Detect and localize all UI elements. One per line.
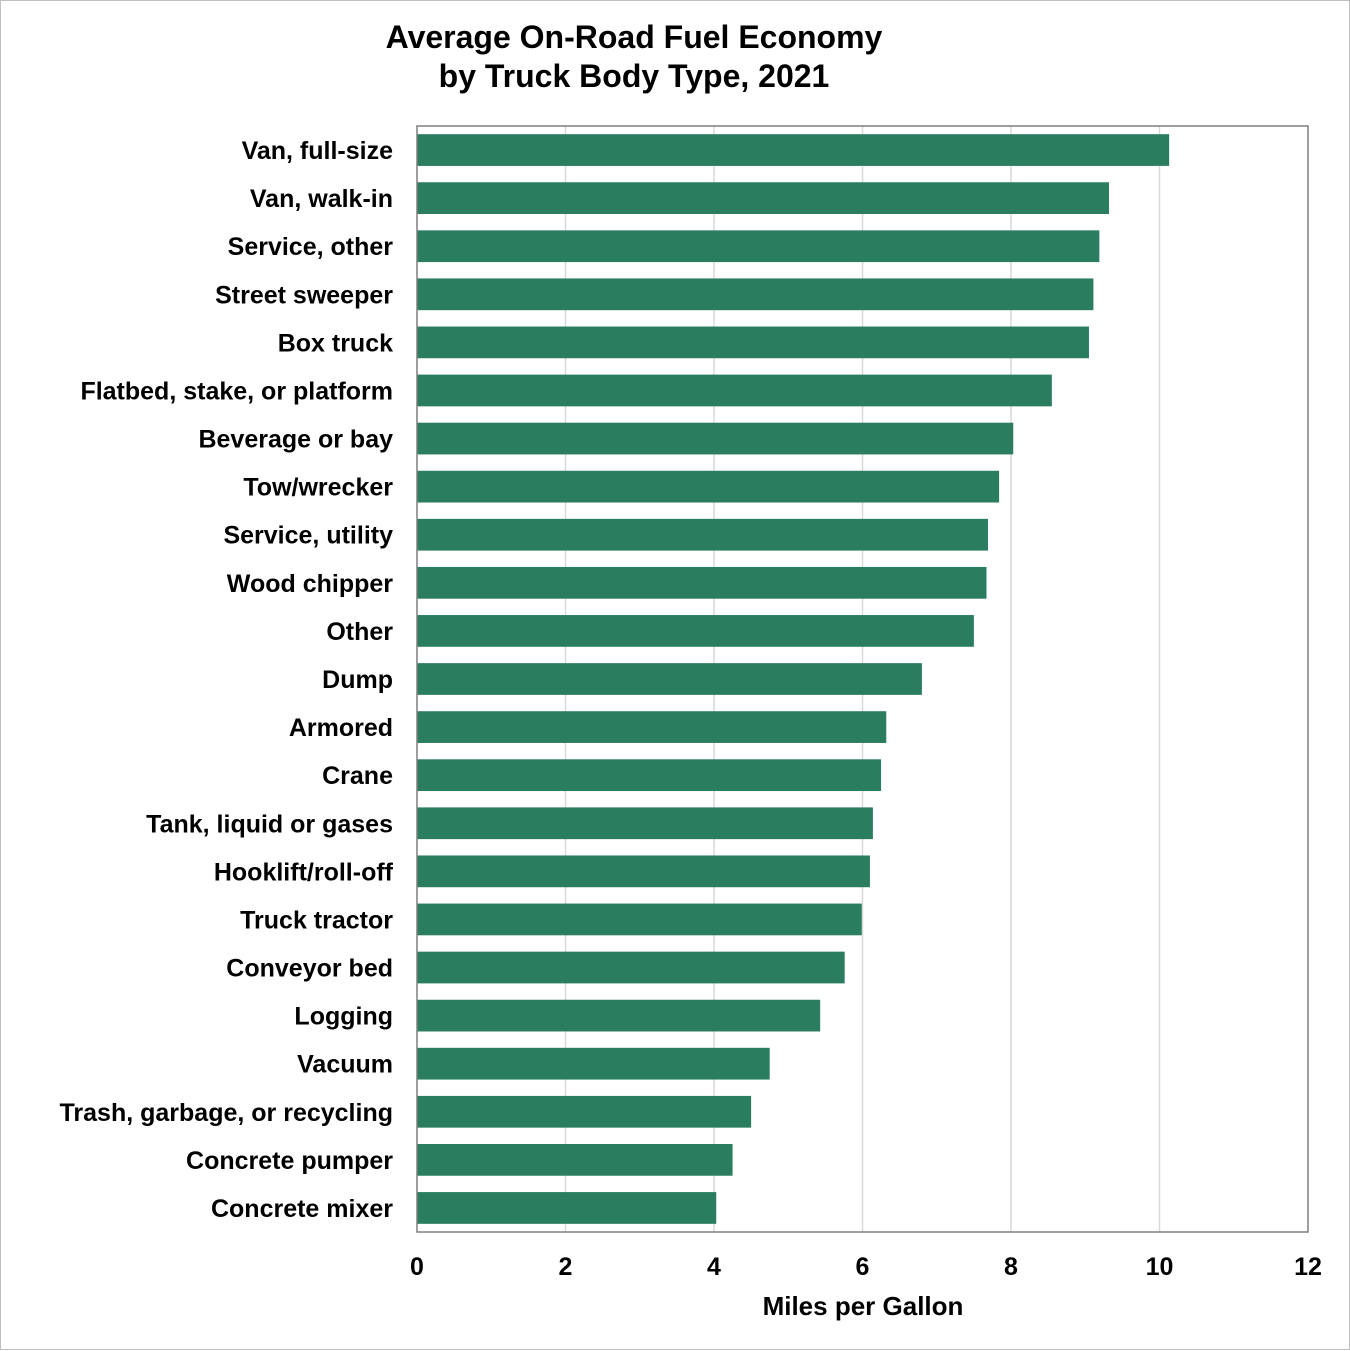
category-labels: Van, full-size Van, walk-in Service, other… [60,137,394,1223]
x-tick-label: 0 [410,1253,424,1281]
bar-16 [417,903,862,936]
bar-9 [417,566,987,599]
plot-area-border [416,125,1309,1233]
bar-20 [417,1095,752,1128]
bar-21 [417,1144,733,1176]
category-label: Conveyor bed [226,955,393,983]
category-label: Service, other [228,233,394,261]
category-label: Box truck [278,329,393,357]
category-label: Crane [322,762,393,790]
category-label: Flatbed, stake, or platform [80,377,393,405]
bar-13 [417,759,882,792]
category-label: Vacuum [297,1051,393,1079]
bar-6 [417,422,1014,455]
bar-4 [417,326,1089,359]
chart-title-line-2: by Truck Body Type, 2021 [439,58,830,94]
category-label: Van, full-size [242,137,394,165]
bar-15 [417,855,870,888]
x-tick-label: 12 [1294,1253,1322,1281]
bar-10 [417,615,974,647]
bar-5 [417,374,1052,407]
category-label: Dump [322,666,393,694]
bar-19 [417,1047,770,1080]
category-label: Armored [289,714,393,742]
bar-8 [417,518,988,551]
x-tick-label: 10 [1146,1253,1174,1281]
category-label: Tow/wrecker [243,474,393,502]
category-label: Trash, garbage, or recycling [60,1099,393,1127]
x-tick-label: 2 [559,1253,573,1281]
x-tick-label: 6 [856,1253,870,1281]
bar-3 [417,278,1094,311]
bar-14 [417,807,873,840]
category-label: Service, utility [223,522,393,550]
bar-17 [417,951,845,984]
category-label: Concrete mixer [211,1195,393,1223]
category-label: Tank, liquid or gases [146,810,393,838]
bars [417,134,1170,1224]
category-label: Hooklift/roll-off [214,858,394,886]
x-tick-label: 4 [707,1253,721,1281]
bar-1 [417,182,1110,214]
x-axis-title: Miles per Gallon [763,1291,964,1321]
category-label: Truck tractor [240,906,393,934]
x-tick-label: 8 [1004,1253,1018,1281]
bar-2 [417,230,1100,263]
x-axis-tick-labels: 0 2 4 6 8 10 12 [410,1253,1322,1281]
bar-12 [417,711,887,743]
category-label: Street sweeper [215,281,393,309]
bar-22 [417,1192,717,1224]
bar-7 [417,470,1000,503]
category-label: Logging [294,1003,393,1031]
chart-title-line-1: Average On-Road Fuel Economy [386,19,883,55]
category-label: Wood chipper [227,570,393,598]
bar-11 [417,663,922,695]
category-label: Beverage or bay [198,426,393,454]
category-label: Van, walk-in [250,185,393,213]
category-label: Concrete pumper [186,1147,393,1175]
bar-0 [417,134,1170,166]
bar-18 [417,999,821,1032]
category-label: Other [326,618,393,646]
